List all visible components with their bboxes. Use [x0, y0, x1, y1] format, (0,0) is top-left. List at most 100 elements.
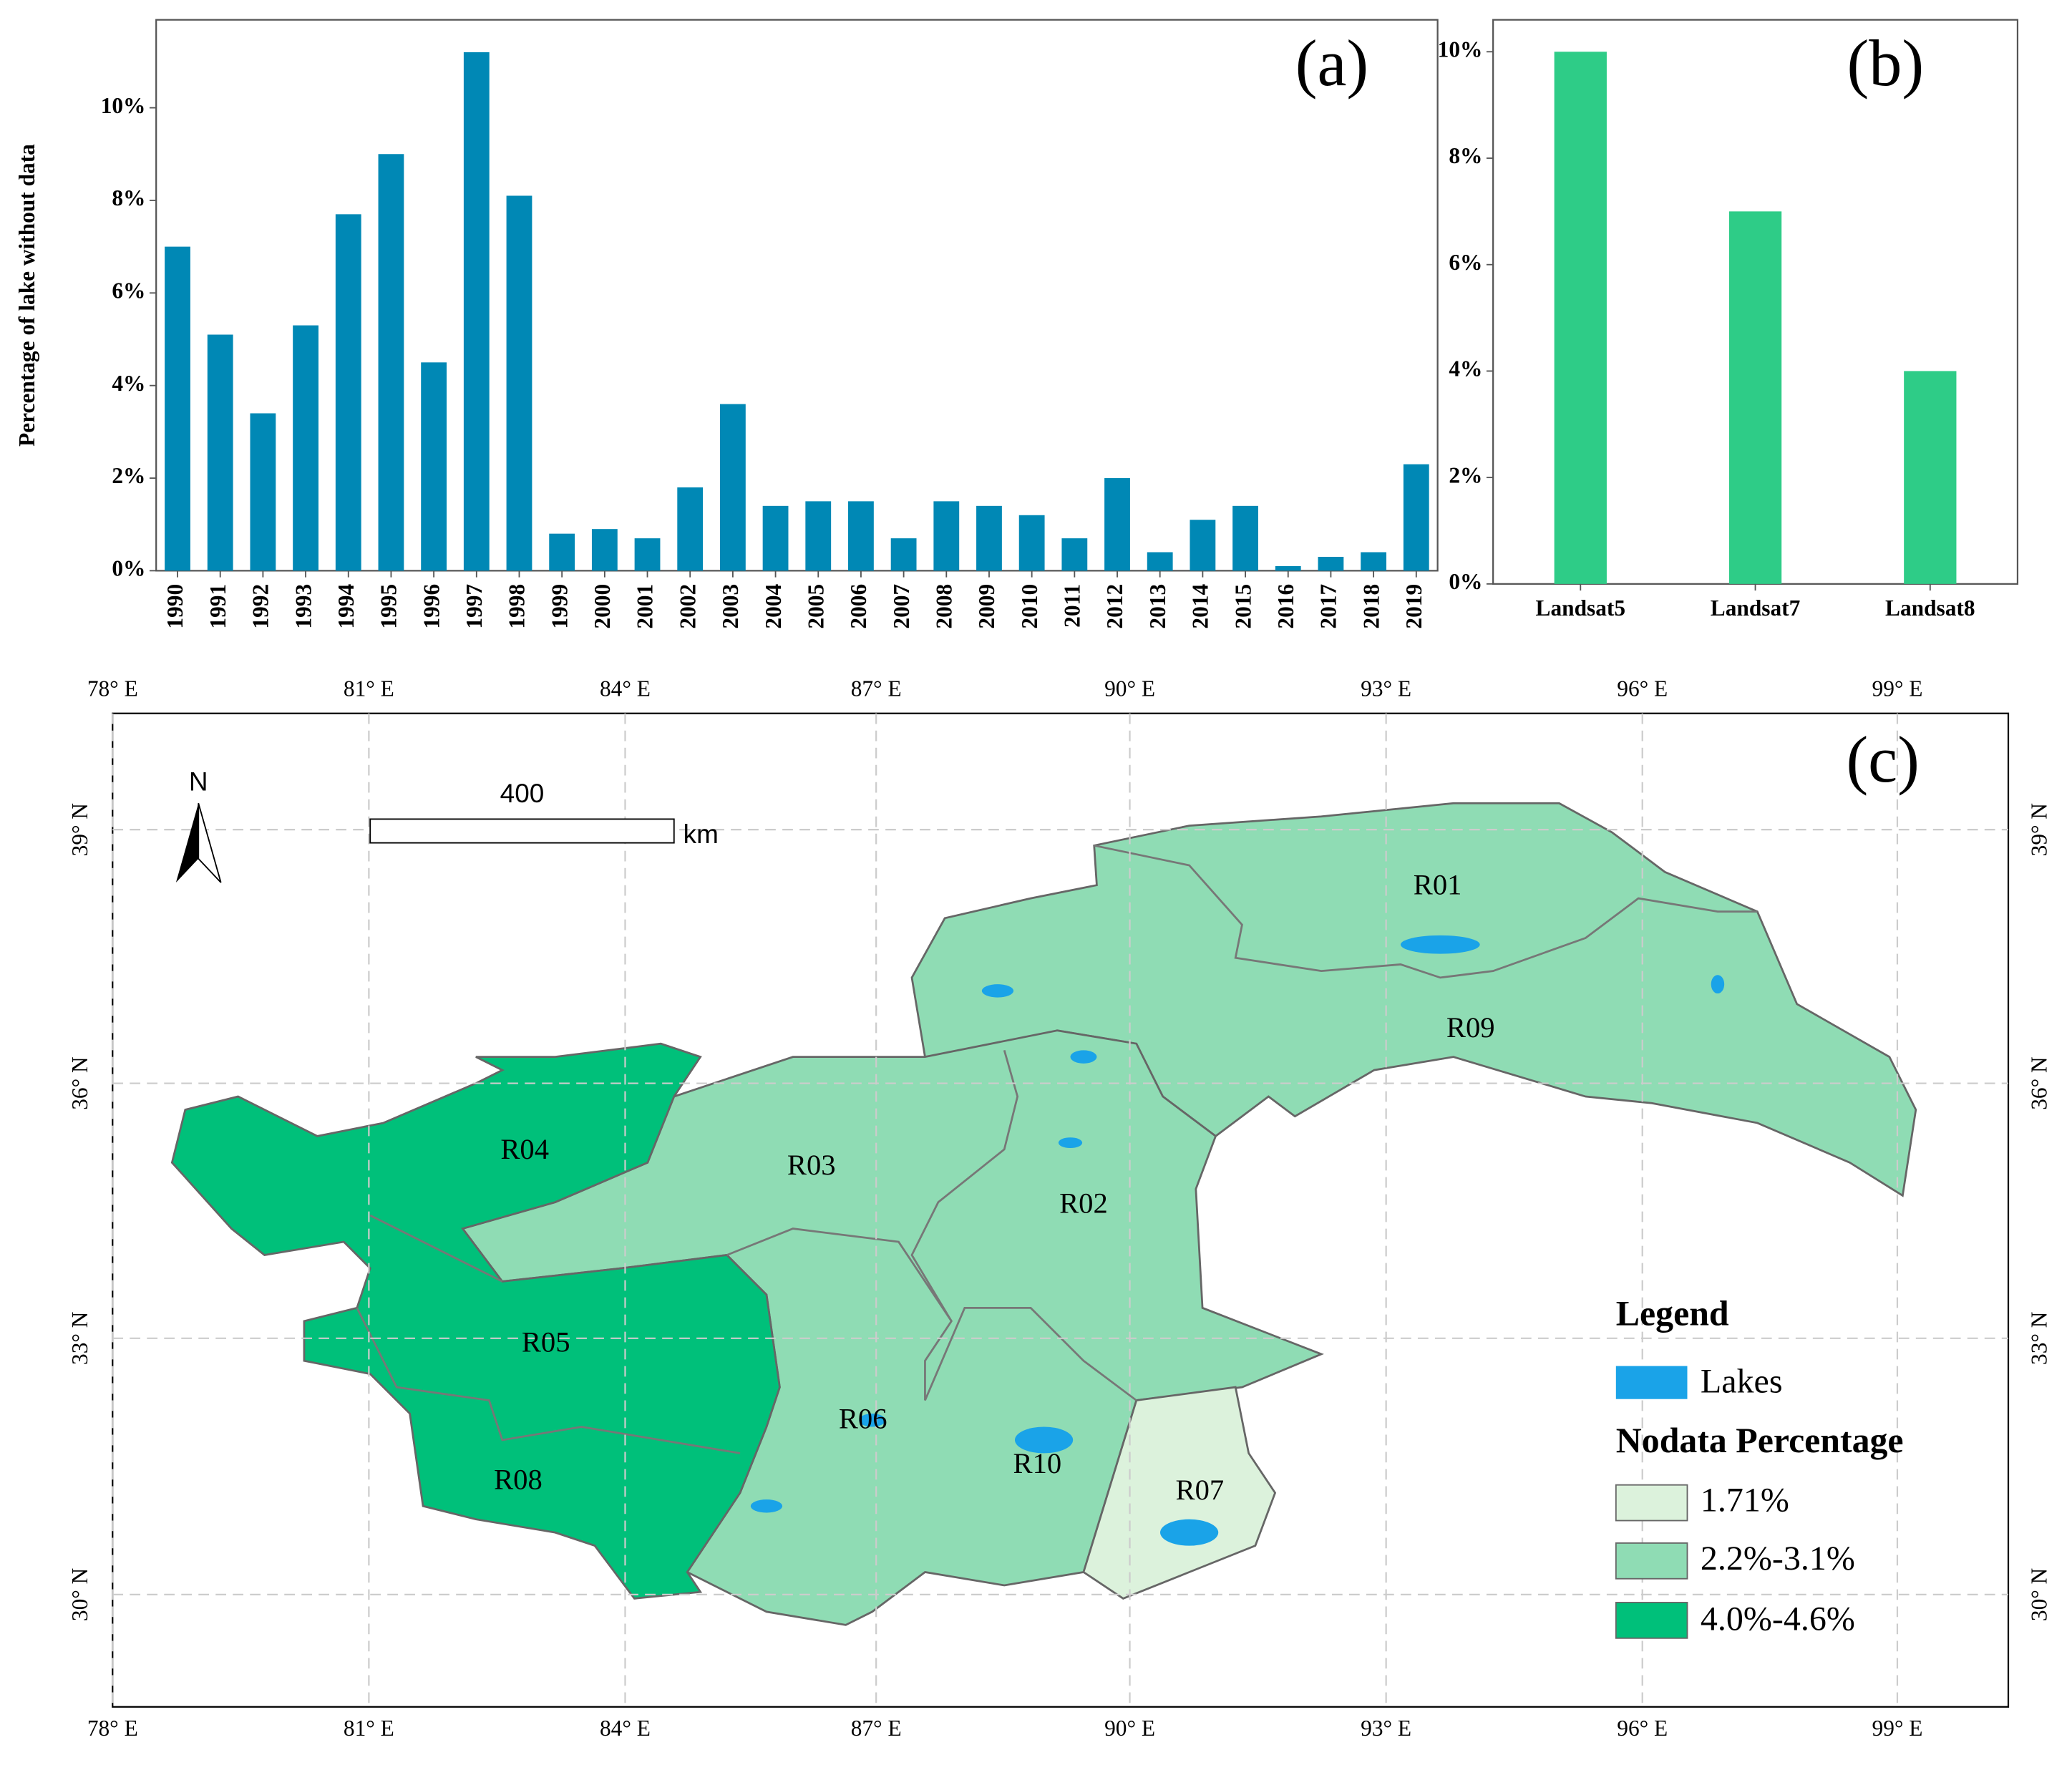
bar [933, 501, 960, 571]
bar [335, 214, 361, 571]
region-label: R01 [1414, 869, 1462, 901]
lat-label: 30° N [67, 1568, 92, 1621]
bar [165, 246, 190, 571]
lat-label: 36° N [67, 1056, 92, 1109]
legend-swatch [1615, 1542, 1688, 1580]
y-tick-label: 0% [1449, 569, 1482, 594]
region-label: R05 [522, 1326, 570, 1358]
x-tick-label: 2003 [718, 584, 743, 629]
x-tick-label: 2009 [974, 584, 999, 629]
bar [1904, 371, 1957, 584]
x-tick-label: 2000 [590, 584, 615, 629]
lon-label: 99° E [1872, 1716, 1923, 1741]
x-tick-label: 2008 [931, 584, 956, 629]
bar [1318, 556, 1344, 571]
y-tick-label: 4% [1449, 356, 1482, 381]
bar [1275, 565, 1301, 571]
lon-label: 93° E [1361, 1716, 1411, 1741]
region-area [1082, 1386, 1277, 1600]
lat-label: 39° N [2026, 803, 2051, 856]
lat-label: 30° N [2026, 1568, 2051, 1621]
region-border [369, 1214, 503, 1283]
bar [207, 334, 233, 571]
bar [762, 505, 789, 571]
legend-label: Lakes [1701, 1362, 1783, 1400]
bar [719, 404, 746, 571]
x-tick-label: 2001 [633, 584, 658, 629]
lake [1070, 1050, 1097, 1064]
region-label: R04 [500, 1133, 549, 1165]
region-label: R09 [1446, 1011, 1495, 1044]
legend-swatch [1615, 1366, 1688, 1399]
region-label: R06 [839, 1402, 887, 1434]
x-tick-label: 1997 [462, 584, 487, 629]
bar [1018, 515, 1045, 571]
lake [750, 1499, 783, 1513]
bar [506, 195, 532, 571]
lat-label: 33° N [2026, 1312, 2051, 1365]
region-area [170, 1042, 781, 1600]
x-tick-label: 2014 [1188, 584, 1213, 629]
legend-label: 4.0%-4.6% [1701, 1600, 1855, 1638]
x-tick-label: 1994 [334, 584, 359, 629]
y-axis-label: Percentage of lake without data [14, 144, 39, 447]
lake [859, 1414, 886, 1427]
region-label: R10 [1013, 1447, 1062, 1479]
bar [890, 538, 917, 571]
x-tick-label: 2002 [675, 584, 700, 629]
scale-label: 400 [500, 779, 545, 808]
x-tick-label: 2017 [1316, 584, 1341, 629]
legend-label: 2.2%-3.1% [1701, 1540, 1855, 1577]
north-arrow [198, 802, 222, 883]
x-tick-label: 1998 [505, 584, 530, 629]
x-tick-label: 2005 [803, 584, 828, 629]
x-tick-label: Landsat5 [1536, 595, 1625, 621]
lon-label: 87° E [851, 1716, 902, 1741]
bar [1361, 552, 1387, 571]
lon-label: 81° E [344, 676, 394, 701]
north-label: N [189, 767, 208, 796]
lat-label: 39° N [67, 803, 92, 856]
legend-label: 1.71% [1701, 1482, 1789, 1520]
lon-label: 84° E [600, 1716, 651, 1741]
lon-label: 87° E [851, 676, 902, 701]
bar [421, 362, 447, 571]
legend-title: Legend [1616, 1294, 1729, 1333]
lake [1058, 1137, 1083, 1149]
bar [976, 505, 1002, 571]
lake [1160, 1519, 1219, 1546]
bar [549, 533, 575, 571]
bar [463, 52, 490, 571]
lon-label: 81° E [344, 1716, 394, 1741]
legend-subtitle: Nodata Percentage [1616, 1421, 1904, 1460]
x-tick-label: 1995 [376, 584, 402, 629]
lon-label: 78° E [87, 1716, 138, 1741]
bar [1147, 552, 1173, 571]
scale-bar [369, 818, 675, 844]
y-tick-label: 10% [1438, 37, 1483, 62]
bar [1554, 52, 1607, 584]
bar [1104, 478, 1130, 571]
bar [634, 538, 661, 571]
x-tick-label: 1991 [205, 584, 230, 629]
lake [1711, 975, 1725, 994]
map: R01 R09 R04 R03 R02 R05 R06 R10 R07 R08 … [112, 712, 2010, 1708]
y-tick-label: 6% [1449, 250, 1482, 275]
y-tick-label: 0% [112, 556, 145, 581]
lat-label: 36° N [2026, 1056, 2051, 1109]
region-border [356, 1307, 741, 1454]
lake [1400, 935, 1480, 954]
region-border [910, 1050, 1019, 1401]
lon-label: 96° E [1617, 1716, 1668, 1741]
y-tick-label: 2% [1449, 462, 1482, 487]
lake [1014, 1426, 1074, 1454]
x-tick-label: 2004 [761, 584, 786, 629]
lat-label: 33° N [67, 1312, 92, 1365]
x-tick-label: 2012 [1102, 584, 1127, 629]
x-tick-label: 1990 [162, 584, 188, 629]
lon-label: 78° E [87, 676, 138, 701]
panel-label: (b) [1847, 26, 1925, 99]
bar [1728, 211, 1782, 584]
y-tick-label: 8% [112, 185, 145, 210]
